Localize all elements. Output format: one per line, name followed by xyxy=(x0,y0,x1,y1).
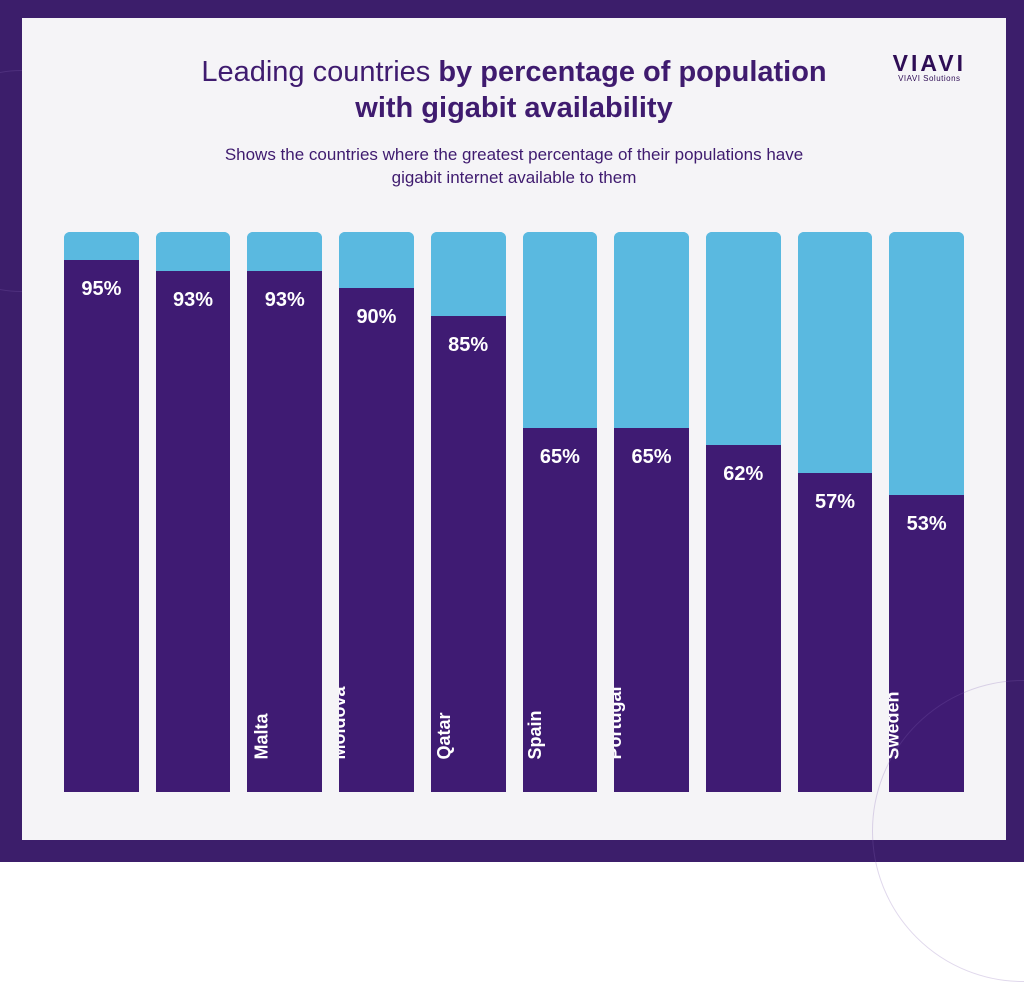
bar-country-label: Sweden xyxy=(889,692,903,760)
bar-remainder xyxy=(706,232,781,445)
brand-logo-text: VIAVI xyxy=(893,50,966,77)
bar: 53% Sweden xyxy=(889,232,964,792)
bar-fill: 85% Qatar xyxy=(431,316,506,792)
bar-value-label: 93% xyxy=(265,271,305,312)
bar-value-label: 65% xyxy=(632,428,672,469)
bar-country-label: Spain xyxy=(525,711,546,760)
bar-value-label: 93% xyxy=(173,271,213,312)
bar-value-label: 95% xyxy=(81,260,121,301)
title-light: Leading countries xyxy=(201,56,438,88)
bar-remainder xyxy=(247,232,322,271)
bar: 62%New Zealand xyxy=(706,232,781,792)
bar-value-label: 85% xyxy=(448,316,488,357)
bar-remainder xyxy=(339,232,414,288)
card: VIAVI VIAVI Solutions Leading countries … xyxy=(22,18,1006,840)
bar-fill: 65% Spain xyxy=(523,428,598,792)
brand-logo: VIAVI VIAVI Solutions xyxy=(893,50,966,83)
bar-fill: 57%Switzerland xyxy=(798,473,873,792)
bar: 57%Switzerland xyxy=(798,232,873,792)
bar-remainder xyxy=(156,232,231,271)
bar-country-label: Qatar xyxy=(434,713,455,760)
bar-remainder xyxy=(431,232,506,316)
bar-fill: 65% Portugal xyxy=(614,428,689,792)
bar-value-label: 65% xyxy=(540,428,580,469)
bar-remainder xyxy=(614,232,689,428)
bar: 90% Moldova xyxy=(339,232,414,792)
chart-subtitle: Shows the countries where the greatest p… xyxy=(204,143,824,191)
bar-value-label: 90% xyxy=(356,288,396,329)
bar-fill: 93%South Korea xyxy=(156,271,231,792)
bar-country-label: Moldova xyxy=(339,687,350,760)
bar-remainder xyxy=(64,232,139,260)
bar: 65% Spain xyxy=(523,232,598,792)
bar-remainder xyxy=(798,232,873,473)
bar-remainder xyxy=(523,232,598,428)
bar: 93% Malta xyxy=(247,232,322,792)
brand-logo-subtext: VIAVI Solutions xyxy=(893,74,966,83)
bar-fill: 95%Singapore xyxy=(64,260,139,792)
bar-fill: 53% Sweden xyxy=(889,495,964,792)
bar-chart: 95%Singapore93%South Korea93%Malta90%Mol… xyxy=(62,232,966,792)
bar-fill: 62%New Zealand xyxy=(706,445,781,792)
bar: 65% Portugal xyxy=(614,232,689,792)
bar-fill: 93% Malta xyxy=(247,271,322,792)
bar-fill: 90% Moldova xyxy=(339,288,414,792)
bar: 95%Singapore xyxy=(64,232,139,792)
bar-value-label: 57% xyxy=(815,473,855,514)
bar-value-label: 53% xyxy=(907,495,947,536)
bar-remainder xyxy=(889,232,964,495)
outer-frame: VIAVI VIAVI Solutions Leading countries … xyxy=(0,0,1024,862)
bar: 85% Qatar xyxy=(431,232,506,792)
bar-country-label: Portugal xyxy=(614,687,625,760)
bar: 93%South Korea xyxy=(156,232,231,792)
bar-value-label: 62% xyxy=(723,445,763,486)
chart-title: Leading countries by percentage of popul… xyxy=(174,54,854,127)
bar-country-label: Malta xyxy=(251,714,272,760)
